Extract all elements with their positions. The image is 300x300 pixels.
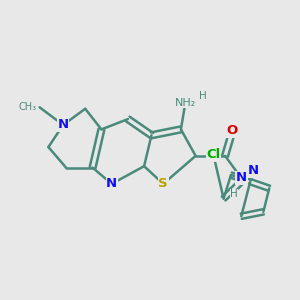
Text: O: O [227, 124, 238, 137]
Text: H: H [230, 189, 238, 199]
Text: CH₃: CH₃ [19, 102, 37, 112]
Text: N: N [248, 164, 259, 177]
Text: H: H [199, 91, 207, 100]
Text: N: N [106, 177, 117, 190]
Text: S: S [158, 177, 168, 190]
Text: N: N [58, 118, 69, 131]
Text: NH₂: NH₂ [175, 98, 196, 108]
Text: Cl: Cl [206, 148, 220, 161]
Text: N: N [236, 172, 247, 184]
